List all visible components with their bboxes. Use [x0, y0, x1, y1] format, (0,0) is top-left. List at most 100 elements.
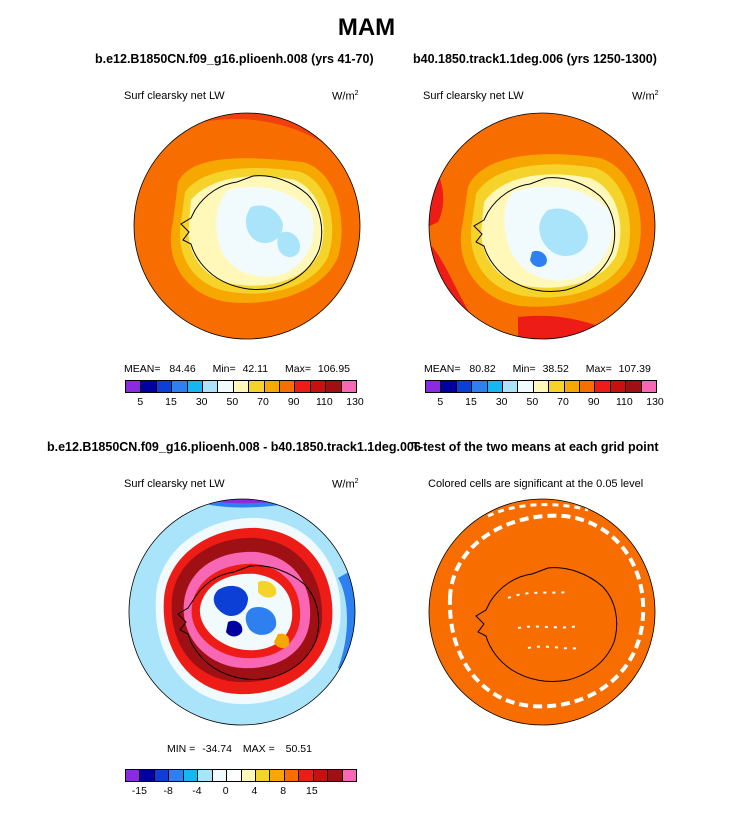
colorbar-swatch — [610, 381, 627, 392]
map-border-top-left — [133, 112, 361, 340]
coastline-bottom-left — [177, 565, 320, 681]
colorbar-swatch — [198, 770, 213, 781]
colorbar-swatch — [580, 381, 596, 392]
colorbar-swatch — [503, 381, 519, 392]
map-bottom-right — [428, 498, 656, 726]
colorbar-tick-label: -4 — [192, 785, 202, 797]
cold-patch-b-top-right — [530, 250, 547, 267]
colorbar-swatch — [203, 381, 219, 392]
panel-header-top-right: b40.1850.track1.1deg.006 (yrs 1250-1300) — [413, 52, 657, 66]
map-border-bottom-right — [428, 498, 656, 726]
colorbar-tick-label: 30 — [195, 396, 208, 408]
colorbar-swatch — [341, 381, 357, 392]
map-top-left — [133, 112, 361, 340]
colorbar-tick-label: 110 — [315, 396, 333, 408]
inner-yellow-bottom-left — [258, 580, 277, 598]
colorbar-tick-label: 130 — [646, 396, 664, 408]
colorbar-swatch — [456, 381, 473, 392]
colorbar-tick-label: 110 — [615, 396, 633, 408]
colorbar-swatch — [310, 381, 327, 392]
colorbar-swatch — [187, 381, 204, 392]
colorbar-tick-label: 70 — [257, 396, 269, 408]
stats-top-right: MEAN= 80.82 Min= 38.52 Max= 107.39 — [424, 363, 651, 375]
colorbar-swatch — [564, 381, 581, 392]
colorbar-swatch — [326, 381, 342, 392]
stats-bottom-left: MIN = -34.74 MAX = 50.51 — [167, 743, 312, 755]
colorbar-tick-label: 0 — [222, 785, 229, 797]
colorbar-swatch — [295, 381, 311, 392]
colorbar-tick-label: 5 — [137, 396, 144, 408]
colorbar-tick-label: 50 — [526, 396, 539, 408]
colorbar-tick-label: 30 — [495, 396, 508, 408]
colorbar-swatch — [126, 381, 142, 392]
colorbar-swatch — [126, 770, 141, 781]
variable-label-top-left: Surf clearsky net LW — [124, 90, 225, 102]
colorbar-swatch — [441, 381, 457, 392]
colorbar-swatch — [626, 381, 642, 392]
colorbar-swatch — [328, 770, 343, 781]
significant-area-bottom-right — [429, 499, 655, 725]
colorbar-tick-label: 8 — [280, 785, 287, 797]
colorbar-tick-label: 90 — [287, 396, 300, 408]
colorbar-swatch — [299, 770, 314, 781]
panel-header-bottom-left: b.e12.B1850CN.f09_g16.plioenh.008 - b40.… — [47, 440, 421, 454]
map-top-right — [428, 112, 656, 340]
panel-header-bottom-right: T-test of the two means at each grid poi… — [412, 440, 659, 454]
colorbar-tick-label: 15 — [165, 396, 177, 408]
colorbar-swatch — [169, 770, 184, 781]
inner-blue-a-bottom-left — [213, 585, 248, 617]
main-title: MAM — [337, 14, 396, 41]
colorbar-swatch — [270, 770, 285, 781]
colorbar-tick-label: 90 — [587, 396, 600, 408]
colorbar-top-left — [125, 380, 357, 393]
colorbar-top-right — [425, 380, 657, 393]
insignificant-inner-bottom-right — [507, 591, 579, 650]
colorbar-swatch — [141, 381, 157, 392]
colorbar-swatch — [218, 381, 234, 392]
coastline-top-left — [180, 175, 323, 291]
cold-patch-a-top-right — [539, 208, 588, 256]
colorbar-swatch — [183, 770, 199, 781]
variable-label-bottom-left: Surf clearsky net LW — [124, 478, 225, 490]
panel-header-top-left: b.e12.B1850CN.f09_g16.plioenh.008 (yrs 4… — [95, 52, 374, 66]
colorbar-swatch — [172, 381, 188, 392]
inner-blue-b-bottom-left — [245, 606, 277, 635]
colorbar-swatch — [249, 381, 265, 392]
units-label-top-right: W/m2 — [632, 90, 659, 103]
colorbar-swatch — [533, 381, 550, 392]
colorbar-swatch — [426, 381, 442, 392]
colorbar-swatch — [595, 381, 611, 392]
inner-orange-bottom-left — [274, 633, 290, 649]
units-label-top-left: W/m2 — [332, 90, 359, 103]
colorbar-swatch — [487, 381, 504, 392]
variable-label-top-right: Surf clearsky net LW — [423, 90, 524, 102]
colorbar-swatch — [227, 770, 242, 781]
colorbar-tick-label: 15 — [306, 785, 318, 797]
colorbar-swatch — [280, 381, 296, 392]
stats-top-left: MEAN= 84.46 Min= 42.11 Max= 106.95 — [124, 363, 351, 375]
colorbar-swatch — [518, 381, 534, 392]
insignificant-ring-bottom-right — [447, 513, 646, 709]
colorbar-tick-label: 130 — [346, 396, 364, 408]
cold-patch-b-top-left — [277, 231, 300, 258]
units-label-bottom-left: W/m2 — [332, 478, 359, 491]
colorbar-swatch — [342, 770, 356, 781]
colorbar-swatch — [472, 381, 488, 392]
map-border-top-right — [428, 112, 656, 340]
coastline-bottom-right — [475, 567, 618, 683]
colorbar-swatch — [549, 381, 565, 392]
colorbar-swatch — [284, 770, 300, 781]
colorbar-swatch — [241, 770, 256, 781]
colorbar-tick-label: -8 — [163, 785, 173, 797]
colorbar-swatch — [255, 770, 271, 781]
cold-patch-a-top-left — [245, 205, 283, 244]
map-bottom-left — [128, 498, 356, 726]
colorbar-tick-label: 50 — [226, 396, 239, 408]
coastline-top-right — [473, 177, 616, 293]
colorbar-swatch — [313, 770, 329, 781]
colorbar-swatch — [212, 770, 228, 781]
warm-patch-c-top-right — [518, 315, 628, 339]
colorbar-tick-label: 15 — [465, 396, 477, 408]
colorbar-tick-label: 70 — [557, 396, 569, 408]
colorbar-tick-label: 4 — [251, 785, 258, 797]
